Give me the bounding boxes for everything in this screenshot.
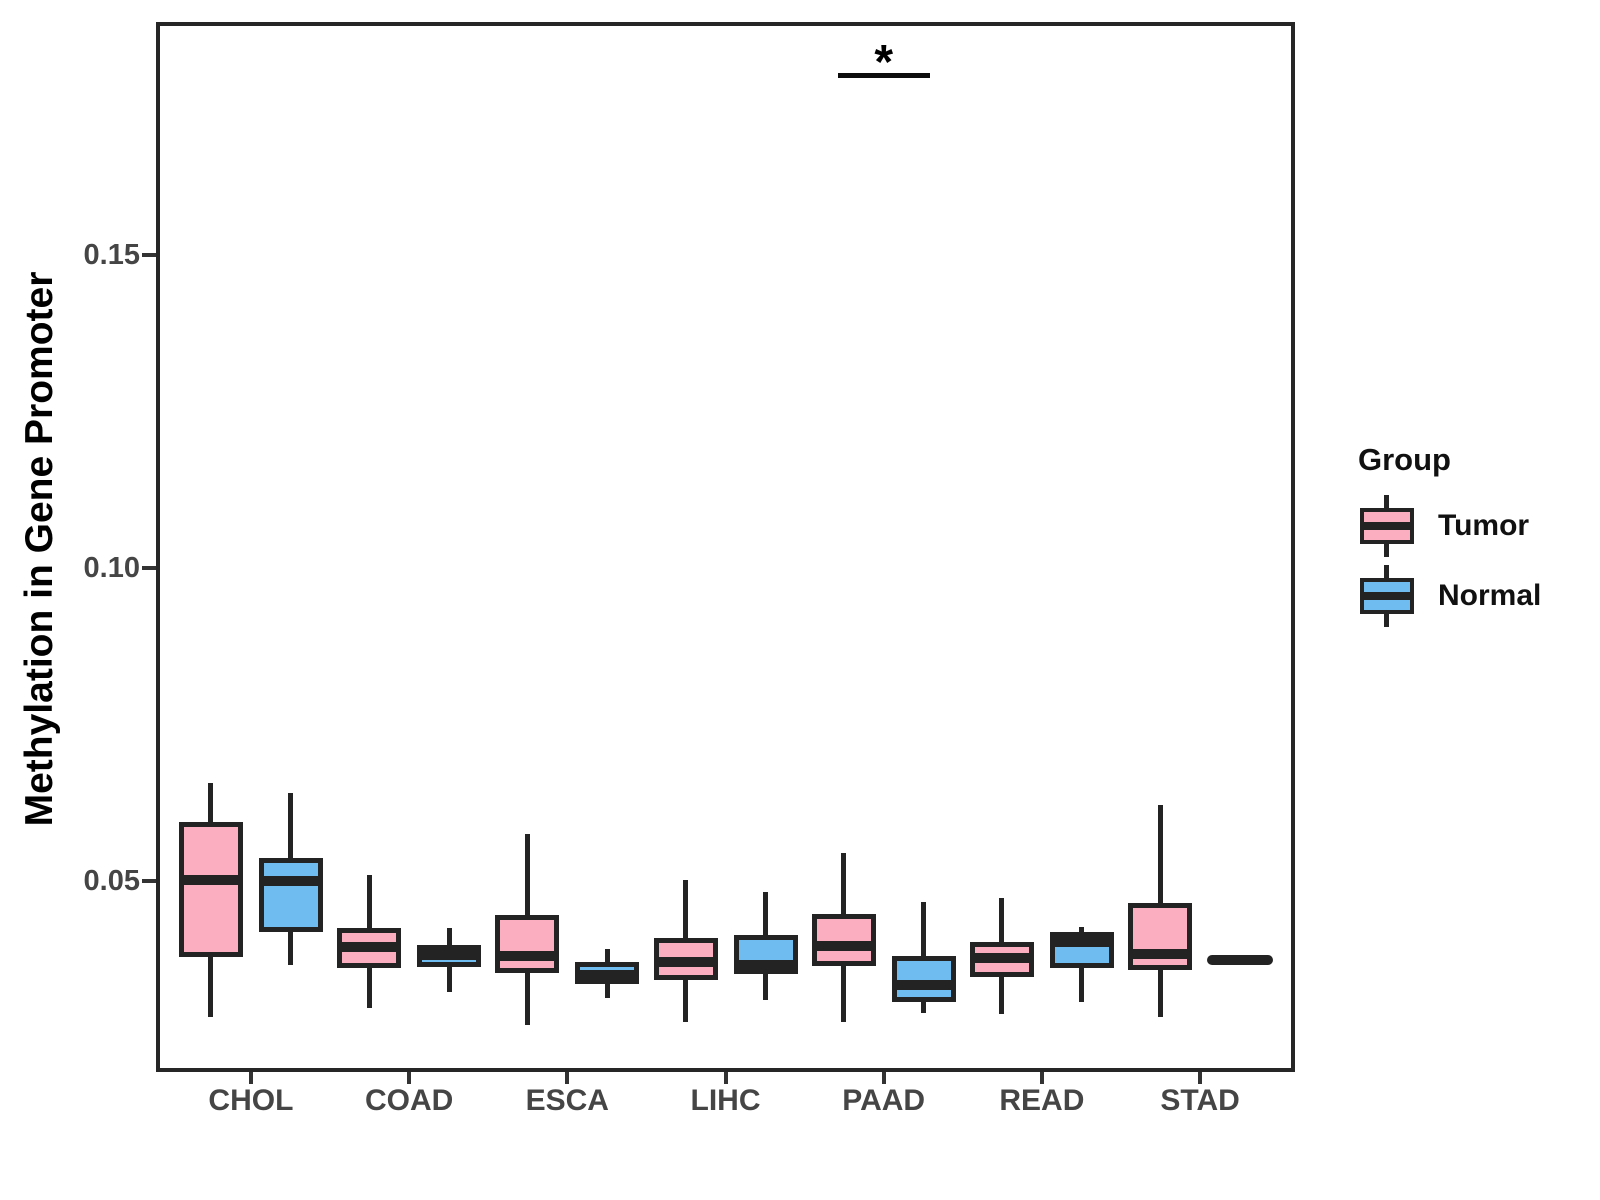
lower-whisker-Tumor-CHOL (208, 956, 214, 1017)
upper-whisker-Tumor-LIHC (683, 880, 688, 938)
median-Tumor-STAD (1128, 949, 1193, 960)
y-tick-mark-0.15 (142, 252, 156, 257)
lower-whisker-Tumor-PAAD (841, 966, 847, 1022)
x-tick-label-PAAD: PAAD (842, 1084, 926, 1117)
x-tick-label-STAD: STAD (1160, 1084, 1240, 1117)
box-Tumor-PAAD (811, 914, 876, 967)
median-Normal-LIHC (733, 959, 798, 970)
upper-whisker-Normal-COAD (446, 927, 452, 945)
x-tick-mark-ESCA (565, 1072, 570, 1084)
x-tick-mark-STAD (1198, 1072, 1203, 1084)
upper-whisker-Tumor-ESCA (524, 833, 530, 915)
median-Tumor-READ (969, 952, 1034, 963)
median-Tumor-ESCA (495, 951, 560, 962)
upper-whisker-Normal-CHOL (288, 793, 294, 859)
x-tick-mark-PAAD (881, 1072, 886, 1084)
lower-whisker-Tumor-LIHC (683, 979, 688, 1022)
box-Tumor-STAD (1128, 902, 1193, 970)
y-tick-label-0.10: 0.10 (83, 552, 140, 584)
x-tick-label-LIHC: LIHC (690, 1084, 761, 1117)
legend-title: Group (1358, 442, 1451, 477)
upper-whisker-Tumor-READ (999, 897, 1005, 943)
median-Tumor-CHOL (178, 875, 243, 886)
lower-whisker-Tumor-COAD (366, 967, 372, 1009)
x-tick-label-ESCA: ESCA (525, 1084, 609, 1117)
significance-line (837, 72, 930, 78)
median-Tumor-COAD (337, 941, 402, 952)
boxplot-key-icon (1358, 565, 1416, 627)
x-tick-mark-READ (1039, 1072, 1044, 1084)
lower-whisker-Tumor-ESCA (524, 972, 530, 1025)
legend-label: Normal (1438, 579, 1542, 612)
significance-star: * (874, 35, 894, 89)
median-Normal-ESCA (575, 969, 640, 980)
x-tick-label-READ: READ (999, 1084, 1085, 1117)
plot-panel (156, 22, 1295, 1072)
median-Normal-PAAD (891, 979, 956, 990)
lower-whisker-Normal-READ (1079, 967, 1085, 1002)
x-tick-mark-LIHC (723, 1072, 728, 1084)
x-tick-label-COAD: COAD (364, 1084, 454, 1117)
lower-whisker-Normal-ESCA (604, 983, 610, 999)
upper-whisker-Tumor-CHOL (208, 783, 214, 822)
x-tick-mark-CHOL (248, 1072, 253, 1084)
lower-whisker-Normal-PAAD (921, 1001, 927, 1014)
lower-whisker-Normal-LIHC (763, 974, 768, 1000)
upper-whisker-Normal-PAAD (921, 902, 927, 957)
median-Normal-COAD (417, 949, 482, 960)
median-Normal-READ (1049, 937, 1114, 948)
median-Tumor-PAAD (811, 941, 876, 951)
legend-items: Tumor Normal (1358, 494, 1541, 628)
y-tick-mark-0.05 (142, 879, 156, 884)
x-tick-mark-COAD (407, 1072, 412, 1084)
box-Tumor-CHOL (178, 821, 243, 957)
legend: Group Tumor Normal (1358, 442, 1541, 634)
box-Normal-CHOL (258, 858, 323, 932)
legend-item-tumor: Tumor (1358, 494, 1541, 558)
x-tick-label-CHOL: CHOL (208, 1084, 294, 1117)
y-tick-label-0.15: 0.15 (83, 238, 140, 271)
upper-whisker-Normal-LIHC (763, 892, 768, 935)
legend-label: Tumor (1438, 509, 1530, 542)
median-Tumor-LIHC (653, 956, 718, 967)
upper-whisker-Tumor-STAD (1157, 804, 1163, 903)
lower-whisker-Tumor-READ (999, 976, 1005, 1014)
median-Normal-STAD (1207, 954, 1274, 965)
key-median (1360, 522, 1414, 530)
lower-whisker-Normal-COAD (446, 966, 452, 992)
median-Normal-CHOL (258, 875, 323, 886)
y-axis-title: Methylation in Gene Promoter (18, 271, 61, 827)
y-tick-mark-0.10 (142, 566, 156, 570)
upper-whisker-Tumor-COAD (366, 875, 372, 928)
box-Normal-PAAD (891, 956, 956, 1002)
upper-whisker-Normal-ESCA (604, 949, 610, 962)
key-median (1360, 592, 1414, 600)
boxplot-key-icon (1358, 495, 1416, 557)
box-Tumor-ESCA (495, 914, 560, 973)
legend-item-normal: Normal (1358, 564, 1541, 628)
lower-whisker-Normal-CHOL (288, 931, 294, 965)
upper-whisker-Normal-READ (1079, 927, 1085, 933)
upper-whisker-Tumor-PAAD (841, 853, 847, 915)
y-tick-label-0.05: 0.05 (83, 865, 140, 898)
lower-whisker-Tumor-STAD (1157, 969, 1163, 1017)
